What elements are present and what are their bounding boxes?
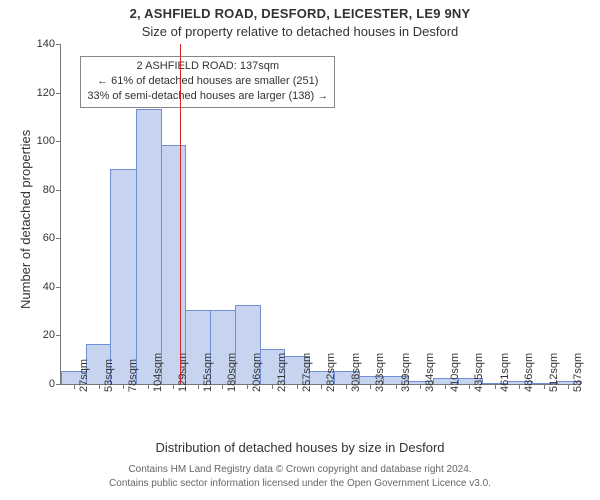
x-tick [346,384,347,389]
x-tick [99,384,100,389]
y-tick [56,238,61,239]
x-tick [247,384,248,389]
annotation-line: 2 ASHFIELD ROAD: 137sqm [87,59,328,74]
x-tick-label: 206sqm [251,353,263,392]
x-tick [148,384,149,389]
x-tick [198,384,199,389]
x-tick [469,384,470,389]
chart-title: Size of property relative to detached ho… [0,24,600,39]
x-tick [519,384,520,389]
x-tick [420,384,421,389]
x-tick [272,384,273,389]
x-tick [74,384,75,389]
x-tick [321,384,322,389]
y-tick-label: 120 [25,87,55,99]
x-tick-label: 486sqm [523,353,535,392]
plot-area: 2 ASHFIELD ROAD: 137sqm← 61% of detached… [60,44,581,385]
x-tick-label: 359sqm [400,353,412,392]
x-tick-label: 282sqm [325,353,337,392]
x-tick [445,384,446,389]
reference-line [180,44,181,384]
annotation-box: 2 ASHFIELD ROAD: 137sqm← 61% of detached… [80,56,335,108]
y-tick [56,93,61,94]
x-tick-label: 410sqm [449,353,461,392]
annotation-line: ← 61% of detached houses are smaller (25… [87,74,328,89]
x-tick [173,384,174,389]
histogram-bar [110,169,136,384]
x-tick-label: 537sqm [572,353,584,392]
x-tick-label: 384sqm [424,353,436,392]
x-tick-label: 257sqm [301,353,313,392]
y-tick-label: 20 [25,329,55,341]
footer-line-2: Contains public sector information licen… [0,478,600,489]
x-tick-label: 155sqm [202,353,214,392]
x-tick-label: 129sqm [177,353,189,392]
x-tick-label: 435sqm [473,353,485,392]
x-tick-label: 231sqm [276,353,288,392]
x-tick [222,384,223,389]
footer-line-1: Contains HM Land Registry data © Crown c… [0,464,600,475]
x-axis-label: Distribution of detached houses by size … [0,440,600,455]
x-tick [396,384,397,389]
x-tick [495,384,496,389]
x-tick [297,384,298,389]
x-tick-label: 53sqm [103,359,115,392]
y-tick [56,44,61,45]
chart-container: { "header": { "line1": "2, ASHFIELD ROAD… [0,0,600,500]
y-tick [56,190,61,191]
histogram-bar [161,145,186,384]
x-tick [370,384,371,389]
x-tick-label: 27sqm [78,359,90,392]
address-title: 2, ASHFIELD ROAD, DESFORD, LEICESTER, LE… [0,6,600,21]
x-tick-label: 180sqm [226,353,238,392]
x-tick-label: 461sqm [499,353,511,392]
y-tick-label: 140 [25,38,55,50]
y-tick [56,384,61,385]
histogram-bar [136,109,162,384]
x-tick [568,384,569,389]
x-tick-label: 308sqm [350,353,362,392]
x-tick-label: 512sqm [548,353,560,392]
y-tick [56,287,61,288]
x-tick-label: 104sqm [152,353,164,392]
y-tick [56,141,61,142]
x-tick [544,384,545,389]
y-tick-label: 0 [25,378,55,390]
x-tick-label: 78sqm [127,359,139,392]
y-axis-label: Number of detached properties [18,130,33,309]
x-tick-label: 333sqm [374,353,386,392]
annotation-line: 33% of semi-detached houses are larger (… [87,89,328,104]
y-tick [56,335,61,336]
x-tick [123,384,124,389]
